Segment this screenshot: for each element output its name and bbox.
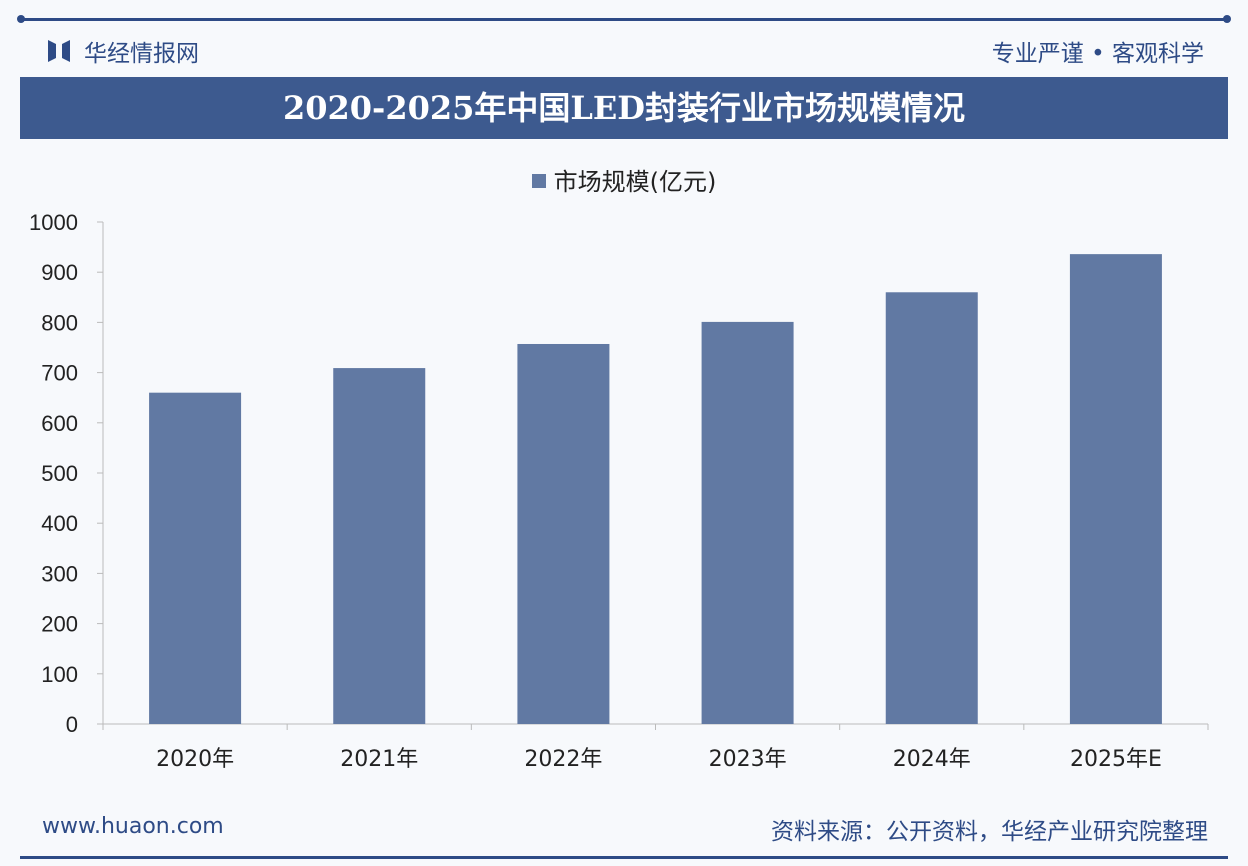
y-tick-label: 200 [41, 612, 78, 637]
brand-logo-icon [48, 40, 70, 62]
x-tick-label: 2025年E [1070, 747, 1162, 772]
chart-title: 2020-2025年中国LED封装行业市场规模情况 [20, 77, 1228, 139]
x-tick-label: 2022年 [524, 747, 602, 772]
footer-url[interactable]: www.huaon.com [42, 814, 224, 839]
bar [1069, 254, 1162, 725]
y-tick-label: 600 [41, 411, 78, 436]
divider-dot [17, 15, 25, 23]
bar [885, 292, 978, 724]
brand: 华经情报网 [46, 34, 199, 68]
bottom-divider [20, 856, 1228, 859]
y-tick-label: 900 [41, 260, 78, 285]
slogan: 专业严谨 • 客观科学 [991, 41, 1204, 67]
legend: 市场规模(亿元) [0, 162, 1248, 197]
y-tick-label: 300 [41, 561, 78, 586]
bar [333, 368, 426, 724]
y-tick-label: 800 [41, 310, 78, 335]
x-tick-label: 2024年 [893, 747, 971, 772]
bar [517, 343, 610, 724]
y-tick-label: 100 [41, 662, 78, 687]
y-tick-label: 1000 [29, 210, 78, 235]
x-tick-label: 2020年 [156, 747, 234, 772]
y-tick-label: 0 [66, 712, 78, 737]
y-tick-label: 400 [41, 511, 78, 536]
x-tick-label: 2023年 [709, 747, 787, 772]
x-tick-label: 2021年 [340, 747, 418, 772]
bar [701, 321, 794, 724]
brand-name: 华经情报网 [84, 41, 199, 67]
top-divider [20, 18, 1228, 21]
bar [149, 392, 242, 724]
y-tick-label: 500 [41, 461, 78, 486]
divider-dot [1223, 15, 1231, 23]
footer-source: 资料来源：公开资料，华经产业研究院整理 [771, 819, 1208, 845]
legend-label: 市场规模(亿元) [553, 168, 717, 196]
y-tick-label: 700 [41, 361, 78, 386]
legend-swatch [531, 174, 546, 188]
